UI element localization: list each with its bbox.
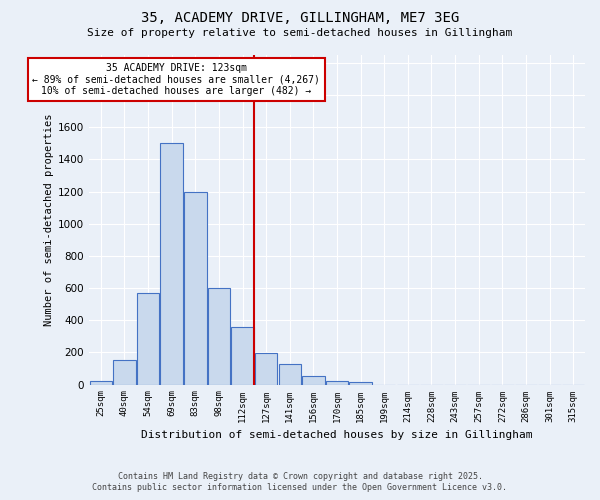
Text: 35 ACADEMY DRIVE: 123sqm
← 89% of semi-detached houses are smaller (4,267)
10% o: 35 ACADEMY DRIVE: 123sqm ← 89% of semi-d… [32, 63, 320, 96]
Text: Contains public sector information licensed under the Open Government Licence v3: Contains public sector information licen… [92, 484, 508, 492]
Text: 35, ACADEMY DRIVE, GILLINGHAM, ME7 3EG: 35, ACADEMY DRIVE, GILLINGHAM, ME7 3EG [141, 12, 459, 26]
Bar [278, 364, 301, 384]
Text: Size of property relative to semi-detached houses in Gillingham: Size of property relative to semi-detach… [88, 28, 512, 38]
Bar [113, 360, 136, 384]
Bar [232, 326, 254, 384]
Bar [208, 288, 230, 384]
Bar [89, 382, 112, 384]
Bar [137, 293, 159, 384]
Bar [326, 380, 348, 384]
X-axis label: Distribution of semi-detached houses by size in Gillingham: Distribution of semi-detached houses by … [141, 430, 533, 440]
Bar [160, 144, 183, 384]
Text: Contains HM Land Registry data © Crown copyright and database right 2025.: Contains HM Land Registry data © Crown c… [118, 472, 482, 481]
Bar [349, 382, 372, 384]
Y-axis label: Number of semi-detached properties: Number of semi-detached properties [44, 114, 54, 326]
Bar [255, 353, 277, 384]
Bar [302, 376, 325, 384]
Bar [184, 192, 206, 384]
